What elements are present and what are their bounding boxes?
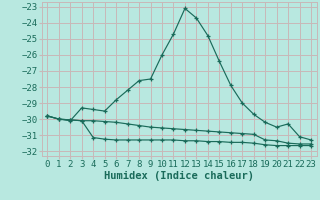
X-axis label: Humidex (Indice chaleur): Humidex (Indice chaleur)	[104, 171, 254, 181]
